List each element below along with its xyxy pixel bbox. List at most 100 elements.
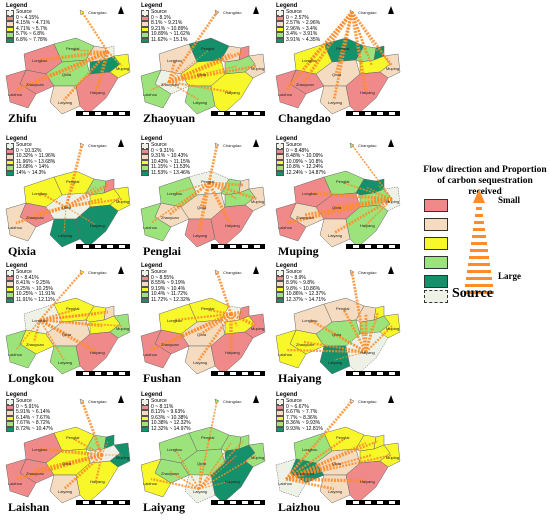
place-label-penglai: Penglai — [201, 435, 215, 440]
flow-arrow-longkou — [174, 448, 200, 490]
region-laizhou — [275, 69, 307, 109]
flow-arrow-zhifu — [39, 310, 109, 322]
flow-arrow-zhaoyuan — [33, 453, 103, 473]
flow-arrow-haiyang — [94, 51, 110, 93]
panel-legend-title: Legend — [141, 263, 163, 269]
scale-bar — [76, 500, 130, 505]
place-label-haiyang: Haiyang — [90, 223, 105, 228]
region-laizhou — [140, 202, 172, 242]
region-qixia — [45, 192, 91, 220]
place-label-changdao: Changdao — [88, 10, 107, 15]
panel-legend: Legend Source 0 ~ 8.1% 8.1% ~ 9.21% 9.21% ~ … — [141, 3, 190, 44]
place-label-longkou: Longkou — [32, 447, 48, 452]
map-panel-laiyang: Changdao Penglai Longkou Zhaoyuan Laizhou Mup… — [137, 391, 269, 519]
flow-arrow-laishan — [230, 313, 238, 327]
legend-row: 12.37% ~ 14.71% — [276, 297, 326, 304]
place-label-zhaoyuan: Zhaoyuan — [161, 342, 179, 347]
place-label-haiyang: Haiyang — [360, 350, 375, 355]
panel-legend-title: Legend — [276, 136, 298, 142]
legend-row: 10.4% ~ 11.72% — [141, 292, 190, 298]
place-label-longkou: Longkou — [302, 58, 318, 63]
place-label-haiyang: Haiyang — [360, 223, 375, 228]
scale-bar — [211, 111, 265, 116]
flow-arrow-longkou — [174, 182, 210, 194]
flow-arrow-penglai — [64, 182, 76, 208]
flow-arrow-qixia — [200, 312, 232, 336]
north-arrow-icon — [118, 6, 124, 14]
legend-row-source: Source — [6, 143, 55, 149]
map-panel-longkou: Changdao Penglai Longkou Zhaoyuan Laizhou Mup… — [2, 262, 134, 390]
flow-arrow-laishan — [365, 325, 373, 353]
place-label-haiyang: Haiyang — [360, 90, 375, 95]
flow-arrow-penglai — [342, 309, 368, 353]
flow-arrow-qixia — [65, 51, 109, 75]
legend-row: 12.24% ~ 14.87% — [276, 170, 326, 177]
flow-arrow-fushan — [198, 442, 232, 490]
panel-legend: Legend Source 0 ~ 8.48% 8.48% ~ 10.09% 10.09… — [276, 136, 326, 177]
legend-row: 10.38% ~ 12.32% — [141, 421, 191, 427]
place-label-zhaoyuan: Zhaoyuan — [26, 342, 44, 347]
flow-arrow-zhifu — [65, 183, 109, 209]
flow-arrow-laizhou — [15, 205, 67, 225]
region-haiyang — [210, 204, 254, 248]
place-label-laizhou: Laizhou — [8, 481, 23, 486]
place-label-muping: Muping — [251, 66, 265, 71]
flow-arrow-muping — [365, 325, 393, 353]
place-label-zhaoyuan: Zhaoyuan — [161, 82, 179, 87]
place-label-longkou: Longkou — [32, 318, 48, 323]
flow-arrow-haiyang — [350, 11, 368, 93]
flow-arrow-zhaoyuan — [32, 319, 42, 343]
place-label-laizhou: Laizhou — [143, 92, 158, 97]
north-arrow-icon — [118, 395, 124, 403]
legend-row: 11.72% ~ 12.32% — [141, 297, 190, 304]
panel-legend: Legend Source 0 ~ 5.91% 5.91% ~ 6.14% 6.14% … — [6, 392, 53, 433]
flow-arrow-laizhou — [150, 477, 200, 491]
map-qixia — [5, 142, 131, 248]
flow-arrow-muping — [208, 181, 258, 201]
place-label-muping: Muping — [116, 199, 130, 204]
legend-row: 10.8% ~ 12.24% — [276, 165, 326, 171]
flow-arrow-laiyang — [168, 81, 200, 101]
map-panel-penglai: Changdao Penglai Longkou Zhaoyuan Laizhou Mup… — [137, 135, 269, 263]
flow-arrow-qixia — [335, 333, 367, 353]
panel-legend-title: Legend — [276, 392, 298, 398]
place-label-longkou: Longkou — [167, 318, 183, 323]
legend-row: 9.63% ~ 10.38% — [141, 415, 191, 422]
flow-arrow-muping — [107, 51, 123, 67]
flow-arrow-zhifu — [377, 184, 393, 200]
place-label-haiyang: Haiyang — [90, 350, 105, 355]
map-laishan — [5, 398, 131, 504]
legend-row: 11.96% ~ 13.68% — [6, 159, 55, 166]
place-label-longkou: Longkou — [302, 447, 318, 452]
place-label-qixia: Qixia — [332, 205, 342, 210]
flow-arrow-laiyang — [63, 453, 103, 491]
legend-row: 0 ~ 8.11% — [141, 404, 191, 411]
place-label-muping: Muping — [116, 455, 130, 460]
place-label-changdao: Changdao — [223, 399, 242, 404]
legend-class-5 — [424, 275, 448, 288]
region-laizhou — [275, 329, 307, 369]
place-label-qixia: Qixia — [332, 72, 342, 77]
map-panel-haiyang: Changdao Penglai Longkou Zhaoyuan Laizhou Mup… — [272, 262, 404, 390]
legend-row: 14% ~ 14.3% — [6, 170, 55, 177]
panel-title: Qixia — [8, 244, 37, 258]
legend-row: 8.1% ~ 9.21% — [141, 21, 190, 27]
flow-arrow-laiyang — [62, 51, 110, 101]
place-label-laizhou: Laizhou — [8, 92, 23, 97]
panel-legend: Legend Source 0 ~ 2.57% 2.57% ~ 2.96% 2.96% … — [276, 3, 320, 44]
flow-arrow-icon — [464, 189, 494, 294]
legend-row: 7.67% ~ 8.72% — [6, 421, 53, 427]
flow-arrow-fushan — [95, 50, 109, 56]
legend-row: 7.7% ~ 8.36% — [276, 415, 323, 422]
panel-legend: Legend Source 0 ~ 8.55% 8.55% ~ 9.19% 9.19% … — [141, 263, 190, 304]
flow-arrow-haiyang — [168, 80, 232, 94]
panel-title: Zhaoyuan — [143, 111, 196, 125]
flow-arrow-muping — [230, 312, 258, 328]
place-label-penglai: Penglai — [201, 179, 215, 184]
legend-row: 4.15% ~ 4.71% — [6, 21, 50, 27]
north-arrow-icon — [253, 266, 259, 274]
flow-arrow-zhifu — [208, 181, 244, 187]
flow-arrow-laishan — [208, 182, 238, 200]
legend-row: 0 ~ 8.55% — [141, 275, 190, 282]
flow-arrow-laizhou — [15, 50, 109, 92]
